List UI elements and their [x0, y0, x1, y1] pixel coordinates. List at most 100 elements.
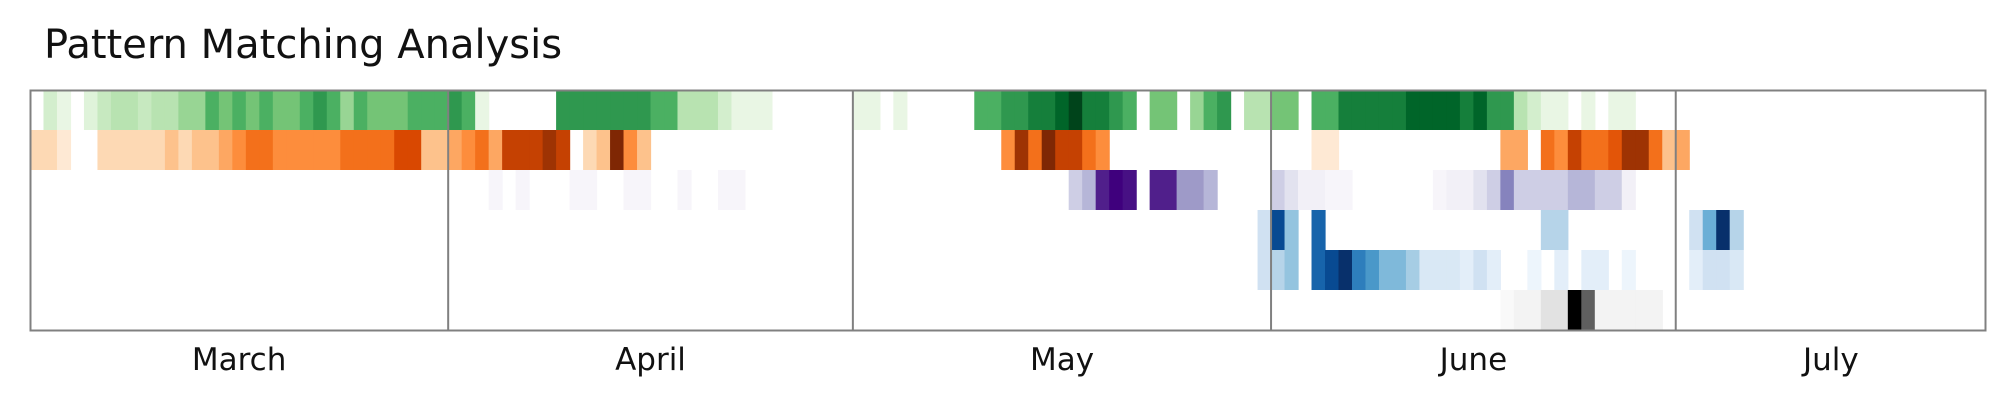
heatmap-cell — [367, 90, 382, 130]
heatmap-cell — [758, 90, 773, 130]
heatmap-cell — [1540, 210, 1555, 250]
heatmap-cell — [151, 130, 166, 170]
heatmap-cell — [1540, 170, 1555, 210]
heatmap-cell — [1392, 250, 1407, 290]
heatmap-cell — [1217, 90, 1232, 130]
heatmap-cell — [1608, 170, 1623, 210]
heatmap-cell — [1702, 210, 1717, 250]
heatmap-cell — [1500, 290, 1515, 330]
heatmap-cell — [1419, 90, 1434, 130]
heatmap-cell — [245, 90, 260, 130]
heatmap-cell — [353, 90, 368, 130]
heatmap-cell — [1257, 250, 1272, 290]
heatmap-cell — [1068, 130, 1083, 170]
heatmap-cell — [1014, 90, 1029, 130]
heatmap-cell — [286, 130, 301, 170]
heatmap-cell — [1648, 130, 1663, 170]
heatmap-cell — [1041, 130, 1056, 170]
heatmap-cell — [1257, 210, 1272, 250]
heatmap-cell — [1581, 130, 1596, 170]
heatmap-cell — [852, 90, 867, 130]
heatmap-cell — [56, 130, 72, 170]
heatmap-cell — [488, 170, 503, 210]
heatmap-cell — [1621, 170, 1636, 210]
heatmap-cell — [1527, 90, 1542, 130]
heatmap-cell — [987, 90, 1002, 130]
heatmap-cell — [1257, 90, 1272, 130]
heatmap-cell — [1621, 130, 1636, 170]
heatmap-cell — [1608, 130, 1623, 170]
heatmap-cell — [1594, 250, 1609, 290]
heatmap-cell — [218, 130, 233, 170]
heatmap-cell — [380, 130, 395, 170]
heatmap-cell — [56, 90, 72, 130]
heatmap-cell — [650, 90, 665, 130]
heatmap-cell — [1419, 250, 1434, 290]
heatmap-cell — [623, 170, 638, 210]
heatmap-cell — [164, 90, 179, 130]
heatmap-cell — [380, 90, 395, 130]
heatmap-cell — [1163, 90, 1178, 130]
heatmap-cell — [637, 130, 652, 170]
heatmap-cell — [1271, 250, 1286, 290]
heatmap-cell — [704, 90, 719, 130]
heatmap-cell — [178, 130, 193, 170]
heatmap-cell — [1001, 130, 1016, 170]
heatmap-cell — [1459, 250, 1474, 290]
heatmap-cell — [1405, 90, 1421, 130]
heatmap-cell — [1554, 130, 1569, 170]
heatmap-cell — [717, 170, 733, 210]
heatmap-cell — [1068, 170, 1083, 210]
heatmap-cell — [974, 90, 989, 130]
heatmap-cell — [1095, 130, 1110, 170]
heatmap-cell — [1446, 170, 1461, 210]
heatmap-cell — [340, 130, 355, 170]
heatmap-cell — [893, 90, 908, 130]
heatmap-cell — [1608, 90, 1623, 130]
heatmap-cell — [1486, 250, 1501, 290]
heatmap-cell — [421, 90, 436, 130]
heatmap-cell — [1338, 90, 1353, 130]
heatmap-cell — [43, 130, 58, 170]
heatmap-cell — [569, 90, 584, 130]
heatmap-cell — [313, 90, 328, 130]
heatmap-cell — [97, 90, 112, 130]
heatmap-cell — [1635, 290, 1650, 330]
heatmap-cell — [1527, 170, 1542, 210]
heatmap-cell — [1554, 250, 1569, 290]
heatmap-cell — [1554, 170, 1569, 210]
heatmap-cell — [1082, 130, 1097, 170]
heatmap-cell — [515, 130, 530, 170]
heatmap-cell — [1729, 210, 1744, 250]
heatmap-cell — [43, 90, 58, 130]
heatmap-cell — [866, 90, 881, 130]
heatmap-cell — [610, 130, 625, 170]
heatmap-cell — [340, 90, 355, 130]
heatmap-cell — [1500, 170, 1515, 210]
heatmap-cell — [1540, 290, 1555, 330]
heatmap-cell — [1621, 290, 1636, 330]
heatmap-cell — [1244, 90, 1259, 130]
heatmap-cell — [529, 130, 544, 170]
heatmap-cell — [717, 90, 733, 130]
month-labels: March April May June July — [192, 342, 1859, 378]
heatmap-cell — [1028, 90, 1043, 130]
chart-title: Pattern Matching Analysis — [44, 22, 563, 68]
heatmap-cell — [515, 170, 530, 210]
heatmap-cell — [1513, 90, 1528, 130]
heatmap-cell — [1149, 170, 1164, 210]
heatmap-cell — [1082, 90, 1097, 130]
heatmap-cell — [30, 130, 45, 170]
heatmap-cell — [1041, 90, 1056, 130]
heatmap-cell — [1689, 210, 1704, 250]
heatmap-cell — [1675, 130, 1690, 170]
heatmap-cell — [1203, 90, 1218, 130]
heatmap-cell — [1176, 170, 1191, 210]
heatmap-cell — [1648, 290, 1663, 330]
heatmap-cell — [1190, 90, 1205, 130]
heatmap-cell — [326, 90, 341, 130]
heatmap-cell — [1284, 210, 1299, 250]
heatmap-cell — [1001, 90, 1016, 130]
heatmap-cell — [1594, 170, 1609, 210]
heatmap-cell — [394, 130, 409, 170]
